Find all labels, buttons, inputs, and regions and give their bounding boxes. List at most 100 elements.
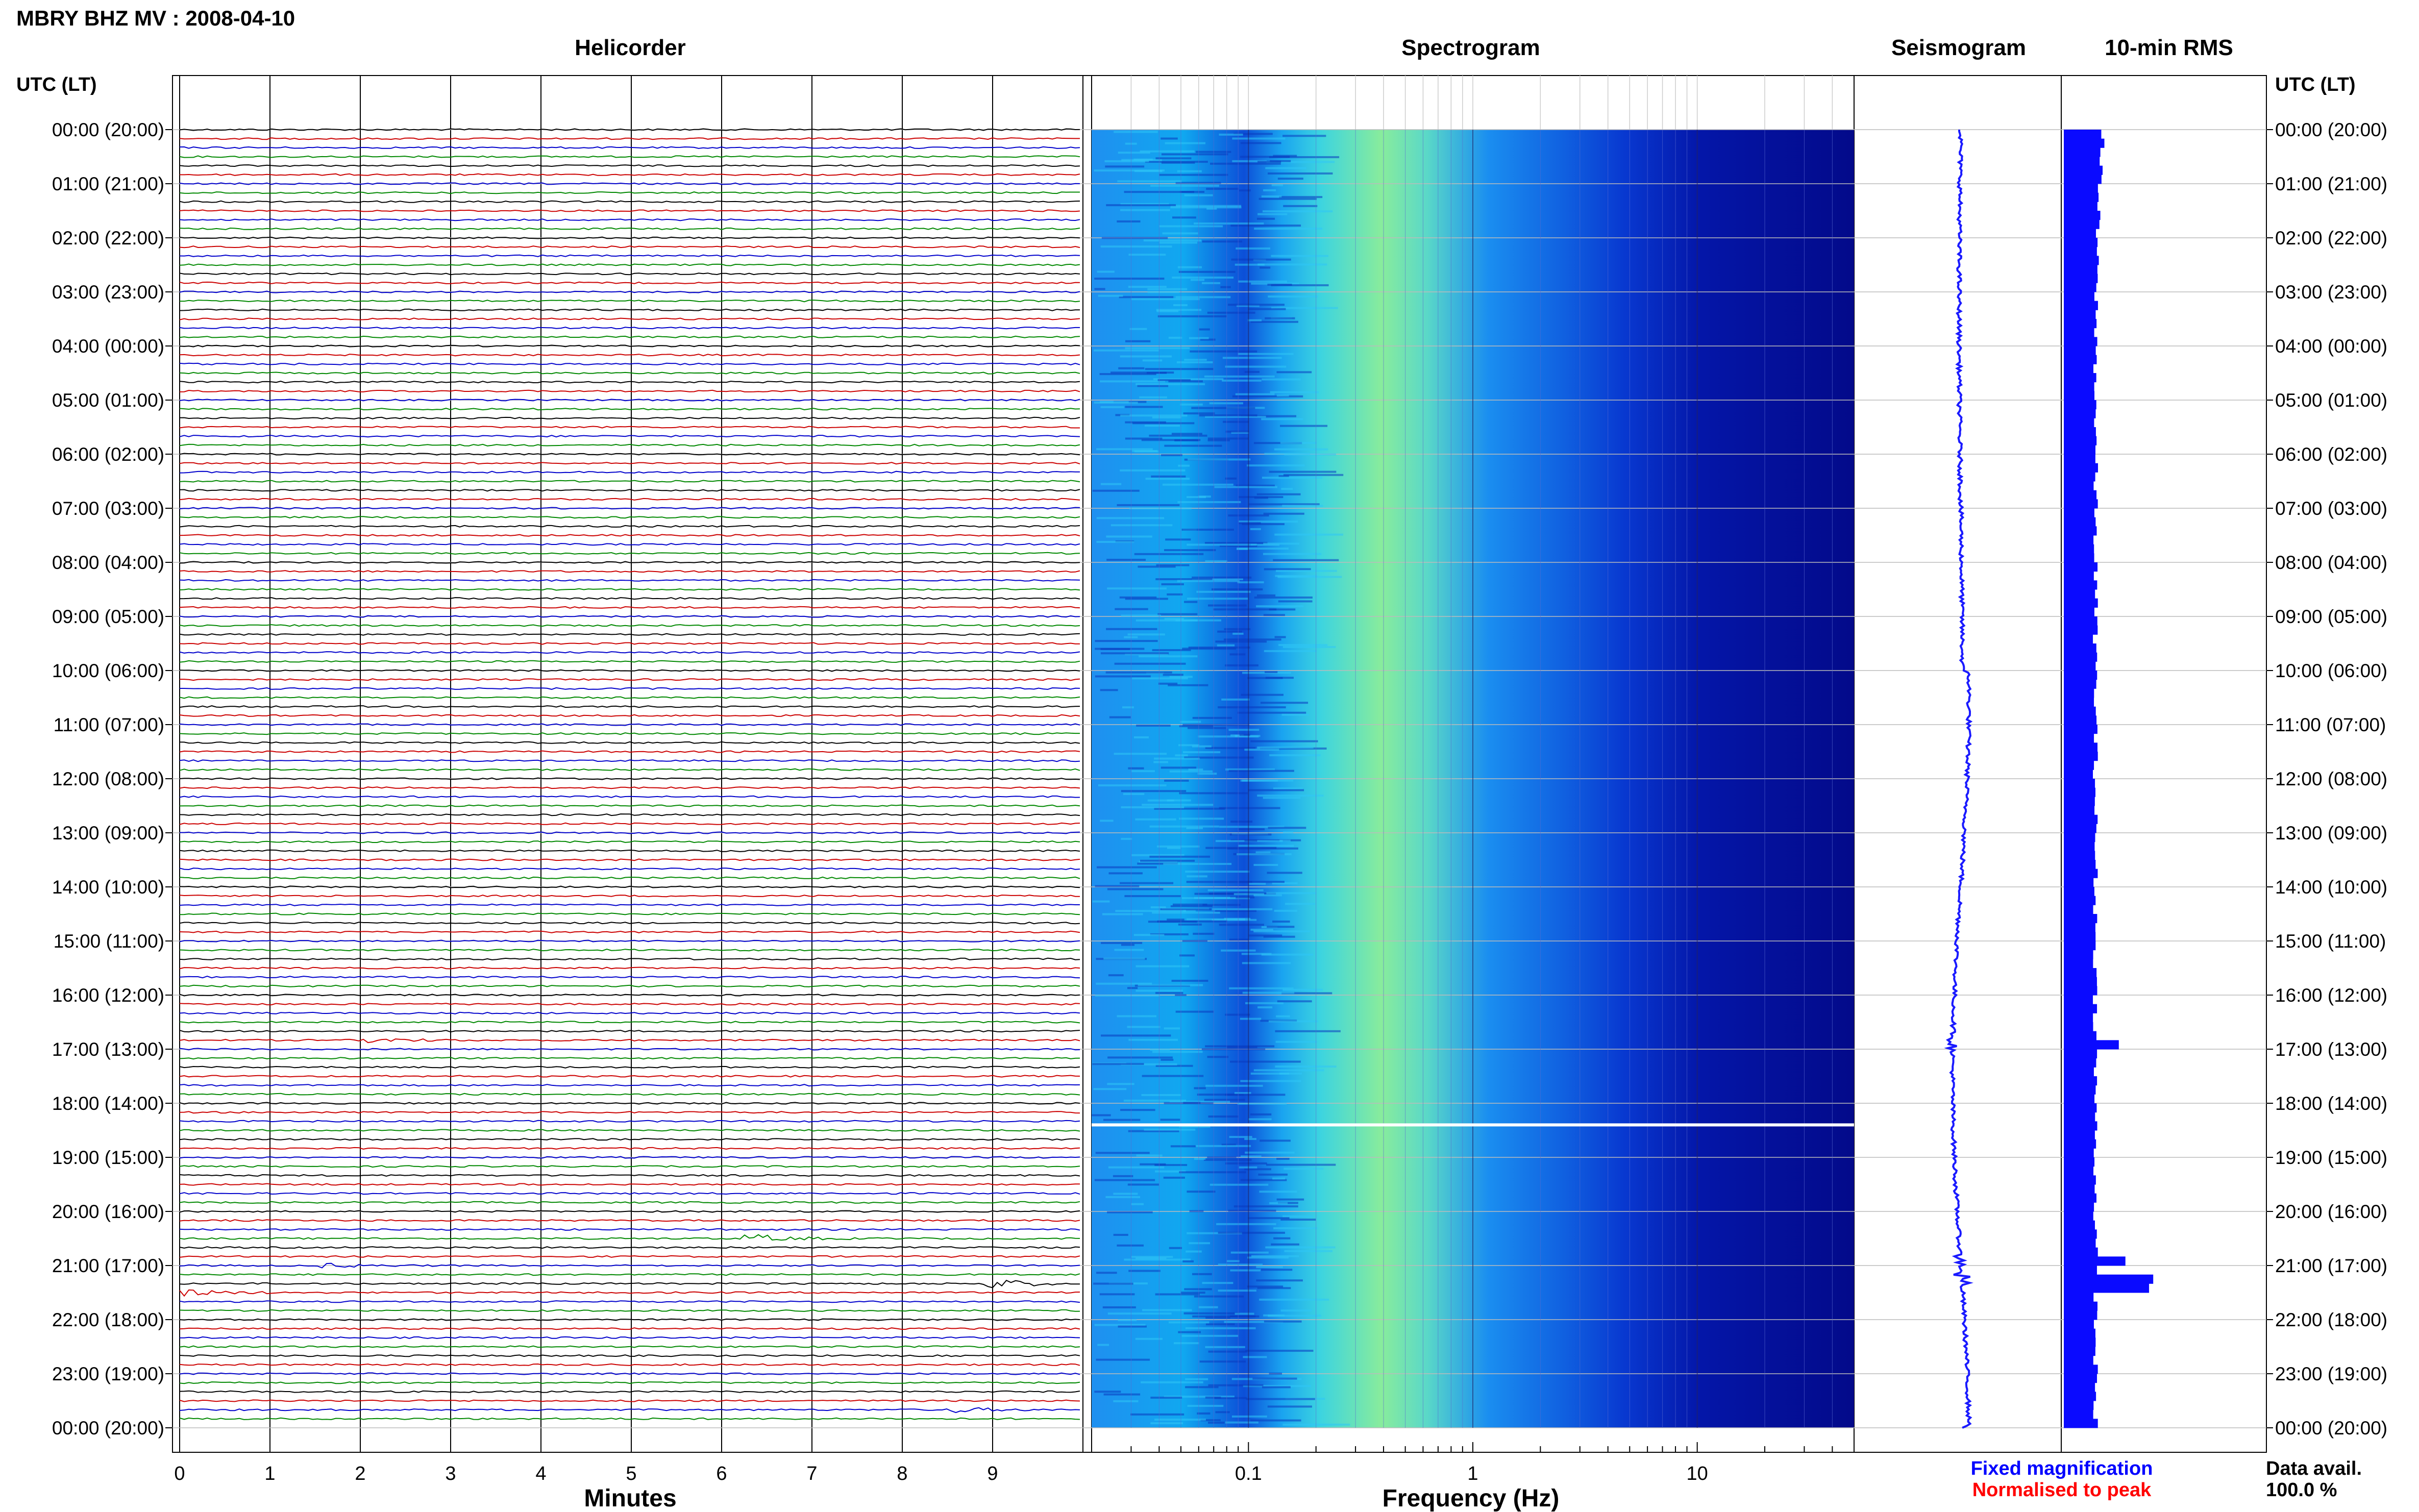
spectrogram-streak [1205,1317,1230,1319]
rms-bar [2064,652,2097,662]
spectrogram-streak [1149,855,1211,858]
spectrogram-streak [1241,693,1283,696]
spectrogram-streak [1171,433,1202,435]
time-label: 01:00 (21:00) [2275,173,2387,194]
rms-bar [2064,436,2097,445]
helicorder-trace [179,867,1080,871]
spectrogram-streak [1155,1170,1186,1173]
helicorder-trace [179,362,1080,365]
rms-bar [2064,1301,2097,1311]
spectrogram-streak [1262,1386,1291,1389]
spectrogram-streak [1201,1048,1266,1051]
spectrogram-streak [1250,1113,1272,1116]
rms-bar [2064,770,2093,779]
time-label: 10:00 (06:00) [2275,660,2387,681]
spectrogram-streak [1182,939,1207,942]
minute-tick-label: 4 [535,1463,546,1484]
rms-bar [2064,1013,2093,1023]
rms-bar [2064,382,2094,391]
spectrogram-streak [1095,885,1140,887]
spectrogram-streak [1205,847,1277,849]
spectrogram-streak [1239,881,1285,883]
helicorder-trace [179,552,1080,555]
time-label: 08:00 (04:00) [2275,552,2387,573]
spectrogram-streak [1230,1269,1261,1272]
helicorder-trace [179,777,1080,780]
spectrogram-streak [1096,866,1157,869]
spectrogram-streak [1234,1092,1251,1095]
spectrogram-streak [1130,1413,1184,1416]
spectrogram-streak [1269,470,1337,473]
rms-bar [2064,760,2094,770]
spectrogram-streak [1179,725,1214,728]
rms-bar [2064,634,2093,644]
rms-bar [2064,1347,2095,1356]
spectrogram-streak [1162,232,1198,235]
spectrogram-streak [1237,581,1264,584]
spectrogram-streak [1139,655,1198,658]
spectrogram-streak [1119,296,1174,299]
spectrogram-streak [1192,1315,1260,1318]
spectrogram-streak [1154,807,1225,810]
rms-bar [2064,1229,2097,1239]
spectrogram-streak [1164,1027,1180,1030]
rms-bar [2064,454,2095,464]
rms-bar [2064,896,2096,905]
helicorder-trace [179,389,1080,392]
spectrogram-streak [1156,845,1200,848]
spectrogram-streak [1271,284,1329,286]
spectrogram-streak [1263,542,1299,545]
spectrogram-streak [1202,240,1243,243]
helicorder-trace [179,624,1080,627]
spectrogram-streak [1168,336,1182,339]
spectrogram-streak [1230,1315,1256,1318]
rms-bar [2064,490,2097,500]
spectrogram-streak [1150,1396,1182,1399]
spectrogram-streak [1284,453,1337,456]
helicorder-trace [179,344,1080,348]
rms-bar [2064,165,2103,175]
spectrogram-streak [1267,283,1292,286]
rms-bar [2064,643,2096,653]
spectrogram-streak [1150,906,1166,909]
spectrogram-streak [1263,512,1304,515]
helicorder-trace [179,182,1080,185]
rms-bar [2064,1004,2097,1013]
spectrogram-streak [1161,454,1182,456]
helicorder-trace [179,1030,1080,1033]
spectrogram-streak [1233,133,1273,135]
spectrogram-streak [1282,988,1323,991]
helicorder-trace [179,984,1080,987]
rms-bar [2064,959,2093,969]
time-label: 07:00 (03:00) [52,498,164,519]
helicorder-trace [179,272,1080,276]
helicorder-trace [179,381,1080,384]
helicorder-traces [179,128,1080,1420]
spectrogram-streak [1151,475,1186,478]
rms-bar [2064,526,2097,536]
spectrogram-streak [1184,756,1254,759]
spectrogram-streak [1249,934,1282,937]
spectrogram-streak [1201,282,1221,284]
helicorder-trace [179,408,1080,411]
spectrogram-streak [1186,827,1203,829]
spectrogram-streak [1095,995,1160,997]
time-label: 20:00 (16:00) [2275,1201,2387,1222]
spectrogram-streak [1107,1211,1153,1213]
spectrogram-streak [1186,496,1206,499]
spectrogram-streak [1182,1260,1194,1262]
helicorder-trace [179,1228,1080,1231]
helicorder-trace [179,1289,1080,1297]
spectrogram-streak [1156,310,1179,312]
spectrogram-streak [1129,507,1192,510]
spectrogram-streak [1238,353,1294,355]
time-label: 16:00 (12:00) [52,985,164,1006]
helicorder-trace [179,1183,1080,1186]
spectrogram-streak [1206,188,1239,190]
spectrogram-streak [1141,1381,1203,1383]
spectrogram-streak [1273,787,1303,790]
spectrogram-streak [1175,296,1231,299]
time-label: 02:00 (22:00) [2275,228,2387,249]
helicorder-trace [179,1273,1080,1276]
spectrogram-streak [1121,944,1135,946]
